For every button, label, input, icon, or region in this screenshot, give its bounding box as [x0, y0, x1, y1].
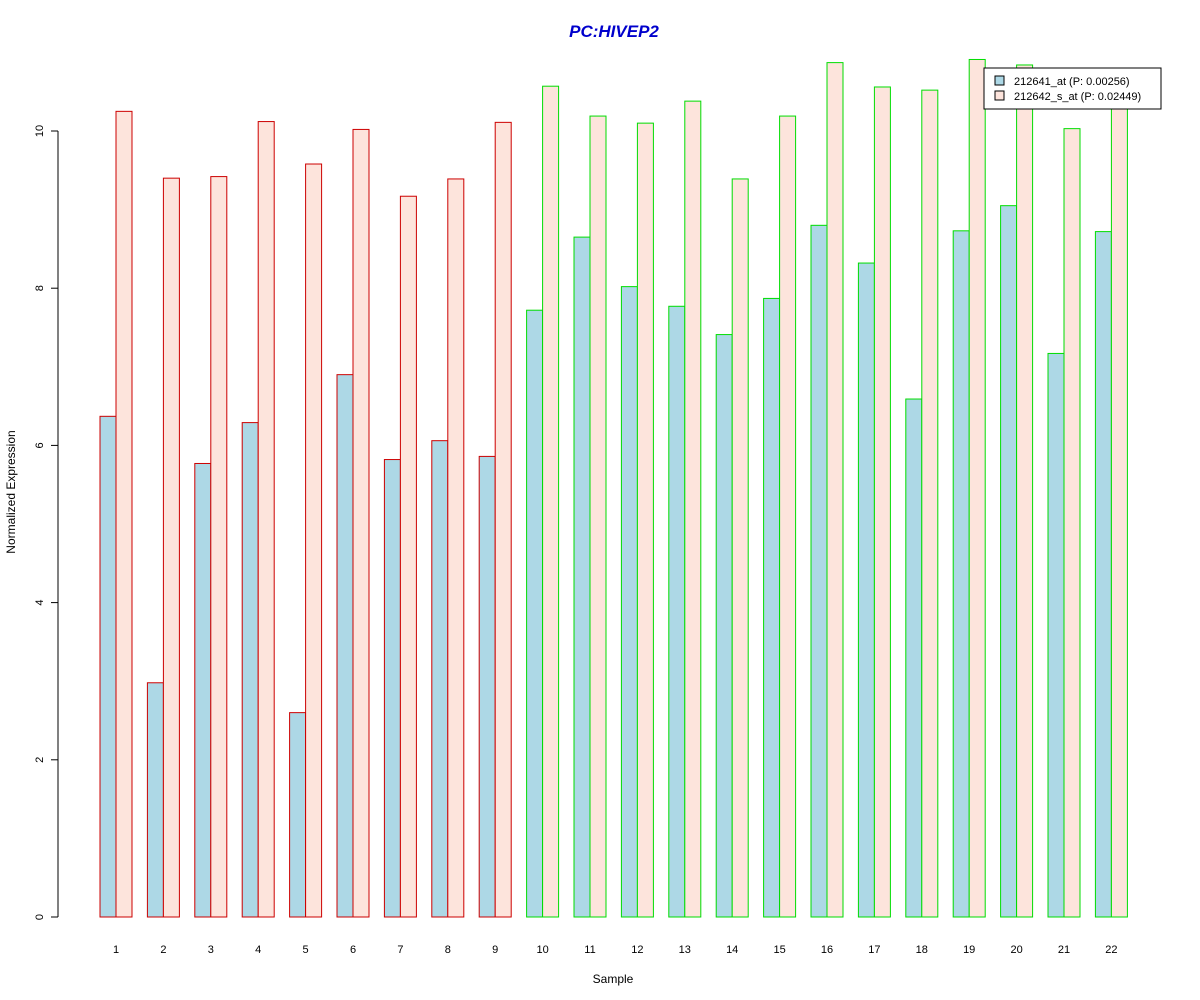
- bar-sample-18-series-2: [921, 89, 939, 918]
- bar-sample-10-series-1: [526, 309, 544, 918]
- bar-sample-3-series-1: [194, 462, 212, 918]
- legend-label-series-2: 212642_s_at (P: 0.02449): [1014, 91, 1141, 103]
- x-tick-label: 12: [631, 944, 643, 956]
- bar-sample-2-series-1: [146, 682, 164, 918]
- bar-sample-4-series-1: [241, 422, 259, 918]
- x-tick-label: 6: [350, 944, 356, 956]
- x-tick-label: 2: [160, 944, 166, 956]
- x-tick-label: 1: [113, 944, 119, 956]
- y-tick-label: 10: [34, 125, 46, 137]
- chart-title: PC:HIVEP2: [569, 22, 659, 41]
- bar-sample-10-series-2: [542, 85, 560, 918]
- x-tick-label: 10: [536, 944, 548, 956]
- bar-sample-15-series-1: [763, 297, 781, 918]
- bar-sample-2-series-2: [162, 177, 180, 918]
- x-tick-label: 13: [679, 944, 691, 956]
- bar-sample-4-series-2: [257, 121, 275, 918]
- bar-sample-20-series-1: [1000, 205, 1018, 918]
- bar-sample-13-series-2: [684, 100, 702, 918]
- x-axis-title: Sample: [593, 972, 634, 986]
- bar-sample-9-series-2: [494, 121, 512, 918]
- x-tick-label: 18: [916, 944, 928, 956]
- x-tick-label: 8: [445, 944, 451, 956]
- x-tick-label: 11: [584, 944, 595, 956]
- bar-sample-12-series-1: [620, 286, 638, 918]
- x-tick-label: 15: [773, 944, 785, 956]
- y-tick-label: 8: [34, 285, 46, 291]
- bar-sample-3-series-2: [210, 176, 228, 918]
- bar-sample-1-series-1: [99, 415, 117, 918]
- x-tick-label: 4: [255, 944, 261, 956]
- bar-sample-17-series-2: [873, 86, 891, 918]
- bar-sample-13-series-1: [668, 305, 686, 918]
- x-tick-label: 20: [1010, 944, 1022, 956]
- legend-box: [983, 67, 1162, 110]
- bar-sample-7-series-2: [399, 195, 417, 918]
- y-axis-title: Normalized Expression: [4, 430, 18, 553]
- legend-label-series-1: 212641_at (P: 0.00256): [1014, 76, 1130, 88]
- x-tick-label: 3: [208, 944, 214, 956]
- bar-sample-8-series-1: [431, 440, 449, 918]
- y-tick-label: 0: [34, 914, 46, 920]
- x-tick-label: 22: [1105, 944, 1117, 956]
- bar-sample-21-series-2: [1063, 128, 1081, 918]
- bar-sample-18-series-1: [905, 398, 923, 918]
- y-axis: 0 2 4 6 8 10: [34, 125, 59, 920]
- bar-sample-6-series-1: [336, 374, 354, 918]
- x-tick-label: 5: [303, 944, 309, 956]
- bar-sample-5-series-1: [289, 712, 307, 918]
- legend-swatch-series-2: [994, 90, 1005, 101]
- y-tick-label: 4: [34, 600, 46, 606]
- y-tick-label: 2: [34, 757, 46, 763]
- bar-sample-12-series-2: [636, 122, 654, 918]
- bar-sample-22-series-1: [1094, 231, 1112, 918]
- bar-sample-19-series-1: [952, 230, 970, 918]
- bar-sample-11-series-2: [589, 115, 607, 918]
- x-tick-label: 14: [726, 944, 738, 956]
- bar-sample-21-series-1: [1047, 352, 1065, 918]
- bar-sample-14-series-1: [715, 334, 733, 918]
- bar-sample-6-series-2: [352, 128, 370, 918]
- bar-sample-9-series-1: [478, 455, 496, 918]
- bar-sample-5-series-2: [305, 163, 323, 918]
- x-tick-label: 21: [1058, 944, 1070, 956]
- bar-sample-1-series-2: [115, 110, 133, 918]
- bar-sample-17-series-1: [857, 262, 875, 918]
- y-tick-label: 6: [34, 442, 46, 448]
- bar-sample-16-series-1: [810, 224, 828, 918]
- bar-sample-8-series-2: [447, 178, 465, 918]
- bar-sample-22-series-2: [1110, 105, 1128, 918]
- x-tick-label: 17: [868, 944, 880, 956]
- legend-swatch-series-1: [994, 75, 1005, 86]
- bar-sample-14-series-2: [731, 178, 749, 918]
- bars-group: [99, 58, 1128, 918]
- x-tick-label: 19: [963, 944, 975, 956]
- bar-sample-11-series-1: [573, 236, 591, 918]
- legend: 212641_at (P: 0.00256) 212642_s_at (P: 0.…: [983, 67, 1162, 110]
- bar-sample-7-series-1: [383, 459, 401, 918]
- x-axis-tick-labels: 1 2 3 4 5 6 7 8 9 10 11 12 13 14 15 16 17 18 19 20 21 22: [113, 944, 1118, 956]
- x-tick-label: 7: [397, 944, 403, 956]
- bar-sample-19-series-2: [968, 58, 986, 918]
- x-tick-label: 9: [492, 944, 498, 956]
- bar-sample-15-series-2: [779, 115, 797, 918]
- bar-sample-16-series-2: [826, 62, 844, 918]
- x-tick-label: 16: [821, 944, 833, 956]
- bar-sample-20-series-2: [1016, 64, 1034, 918]
